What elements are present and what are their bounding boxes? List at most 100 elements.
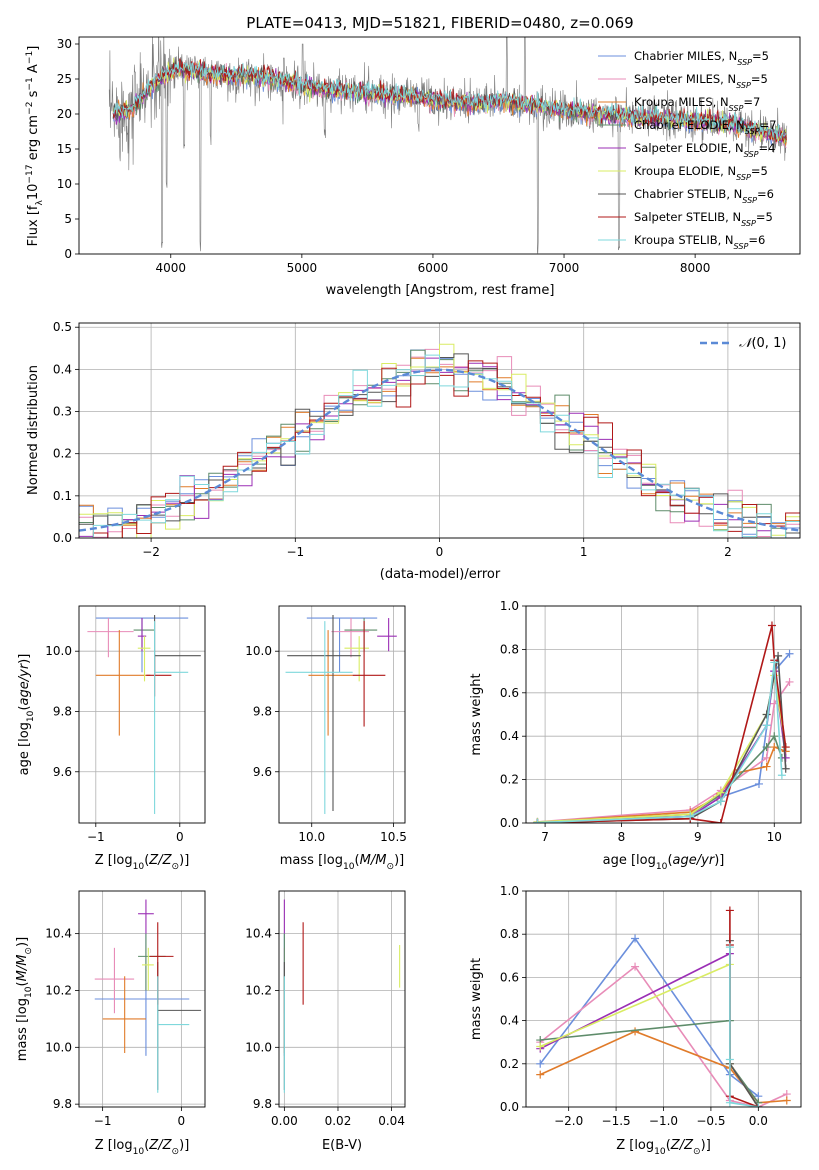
series-marker: [631, 1027, 640, 1036]
series-marker: [536, 1070, 545, 1079]
axes-frame: [278, 605, 406, 824]
series-marker: [781, 764, 790, 773]
x-tick-label: 0.04: [378, 1114, 405, 1128]
plot-area: [94, 899, 202, 1093]
x-tick-label: 5000: [287, 261, 318, 275]
series-marker: [774, 651, 783, 660]
errorbar-point-chabrier-stelib: [287, 615, 361, 811]
y-axis-label: age [log10(age/yr)]: [17, 654, 36, 776]
legend-label-normal: 𝒩(0, 1): [739, 336, 786, 351]
series-marker: [770, 732, 779, 741]
axes-frame: [525, 605, 802, 824]
x-tick-label: 0: [176, 830, 184, 844]
axes-frame: [78, 605, 206, 824]
series-marker: [631, 962, 640, 971]
x-tick-label: 0: [436, 545, 444, 559]
y-tick-label: 9.8: [253, 1097, 272, 1111]
x-axis-label: wavelength [Angstrom, rest frame]: [326, 283, 555, 298]
legend: Chabrier MILES, NSSP=5 Salpeter MILES, NS…: [598, 49, 777, 251]
y-tick-label: 0.6: [500, 970, 519, 984]
errorbar-point-kroupa-elodie: [344, 636, 369, 682]
y-tick-label: 1.0: [500, 884, 519, 898]
series-marker: [781, 743, 790, 752]
series-marker: [770, 658, 779, 667]
series-marker: [725, 1055, 734, 1064]
series-marker: [536, 1042, 545, 1051]
x-axis-label: mass [log10(M/M⊙)]: [280, 853, 404, 872]
series-marker: [536, 1059, 545, 1068]
series-kroupa-stelib: [725, 943, 763, 1107]
x-axis-label: Z [log10(Z/Z⊙)]: [616, 1138, 711, 1157]
legend-label-salpeter-stelib: Salpeter STELIB, NSSP=5: [634, 210, 773, 228]
normal-reference-curve: [79, 368, 800, 532]
axes-frame: [78, 36, 801, 255]
y-tick-label: 30: [57, 37, 72, 51]
y-tick-label: 0.0: [500, 816, 519, 830]
x-tick-label: 6000: [418, 261, 449, 275]
legend-label-kroupa-stelib: Kroupa STELIB, NSSP=6: [634, 233, 765, 251]
residuals-panel: −2 −1 0 1 2 0.0 0.1 0.2 0.3 0.4 0.5 (data-model)/er…: [26, 320, 801, 582]
x-tick-label: −2.0: [554, 1114, 583, 1128]
y-axis-label: mass weight: [469, 673, 484, 755]
y-tick-label: 0.8: [500, 927, 519, 941]
y-tick-label: 10: [57, 177, 72, 191]
errorbar-point-salpeter-elodie: [138, 899, 154, 934]
plot-area: [533, 621, 794, 823]
errorbar-point-chabrier-miles: [306, 617, 378, 673]
series-marker: [754, 1103, 763, 1107]
y-tick-label: 10.4: [45, 927, 72, 941]
errorbar-point-salpeter-elodie: [377, 618, 397, 652]
x-tick-label: 0.02: [325, 1114, 352, 1128]
x-tick-label: 0.0: [749, 1114, 768, 1128]
legend-label-kroupa-elodie: Kroupa ELODIE, NSSP=5: [634, 164, 768, 182]
x-tick-label: −2: [142, 545, 160, 559]
series-marker: [716, 797, 725, 806]
y-tick-label: 9.6: [53, 765, 72, 779]
y-tick-label: 0.0: [53, 531, 72, 545]
y-tick-label: 9.8: [253, 704, 272, 718]
errorbar-point-salpeter-miles: [87, 618, 134, 658]
mass-vs-metallicity-panel: −1 0 9.8 10.0 10.2 10.4 Z [log10(Z/Z⊙)] mass [l…: [15, 890, 206, 1157]
axes-frame: [78, 890, 206, 1108]
y-tick-label: 20: [57, 107, 72, 121]
x-axis-label: (data-model)/error: [380, 567, 501, 582]
legend-label-chabrier-miles: Chabrier MILES, NSSP=5: [634, 49, 769, 67]
plot-area: [283, 899, 401, 1093]
x-tick-label: 4000: [155, 261, 186, 275]
mass-vs-ebv-panel: 0.00 0.02 0.04 9.8 10.0 10.2 10.4 E(B-V): [245, 890, 406, 1153]
y-tick-label: 10.2: [245, 983, 272, 997]
errorbar-point-kroupa-miles: [95, 630, 151, 736]
errorbar-point-kroupa-stelib: [154, 621, 189, 814]
x-axis-label: Z [log10(Z/Z⊙)]: [95, 853, 190, 872]
y-tick-label: 9.8: [53, 1097, 72, 1111]
y-tick-label: 1.0: [500, 599, 519, 613]
x-tick-label: 7: [541, 830, 549, 844]
y-tick-label: 0.2: [53, 447, 72, 461]
x-tick-label: −1.0: [649, 1114, 678, 1128]
y-tick-label: 0: [64, 247, 72, 261]
errorbar-point-salpeter-miles: [94, 947, 135, 1014]
series-marker: [725, 906, 734, 915]
series-marker: [762, 743, 771, 752]
errorbar-point-salpeter-miles: [331, 618, 369, 658]
axes-frame: [78, 322, 801, 539]
y-tick-label: 9.8: [53, 704, 72, 718]
legend-label-chabrier-elodie: Chabrier ELODIE, NSSP=7: [634, 118, 777, 136]
x-axis-label: age [log10(age/yr)]: [603, 853, 725, 872]
age-vs-metallicity-panel: −1 0 9.6 9.8 10.0 Z [log10(Z/Z⊙)] age [log10(a…: [17, 605, 206, 872]
figure-title: PLATE=0413, MJD=51821, FIBERID=0480, z=0…: [246, 14, 633, 32]
y-axis-label: Flux [fλ10−17 erg cm−2 s−1 A−1]: [25, 46, 45, 247]
legend-label-salpeter-miles: Salpeter MILES, NSSP=5: [634, 72, 768, 90]
series-marker: [785, 649, 794, 658]
series-marker: [725, 1098, 734, 1107]
x-tick-label: 8000: [680, 261, 711, 275]
weight-vs-age-panel: 7 8 9 10 0.0 0.2 0.4 0.6 0.8 1.0 age [log10(age/yr…: [469, 599, 802, 872]
y-axis-label: mass [log10(M/M⊙)]: [15, 937, 34, 1061]
age-vs-mass-panel: 10.0 10.5 9.6 9.8 10.0 mass [log10(M/M⊙)]: [245, 605, 407, 872]
y-tick-label: 0.4: [500, 1014, 519, 1028]
series-line: [537, 662, 783, 823]
y-tick-label: 0.6: [500, 686, 519, 700]
y-tick-label: 10.4: [245, 927, 272, 941]
y-tick-label: 0.1: [53, 489, 72, 503]
series-marker: [785, 677, 794, 686]
